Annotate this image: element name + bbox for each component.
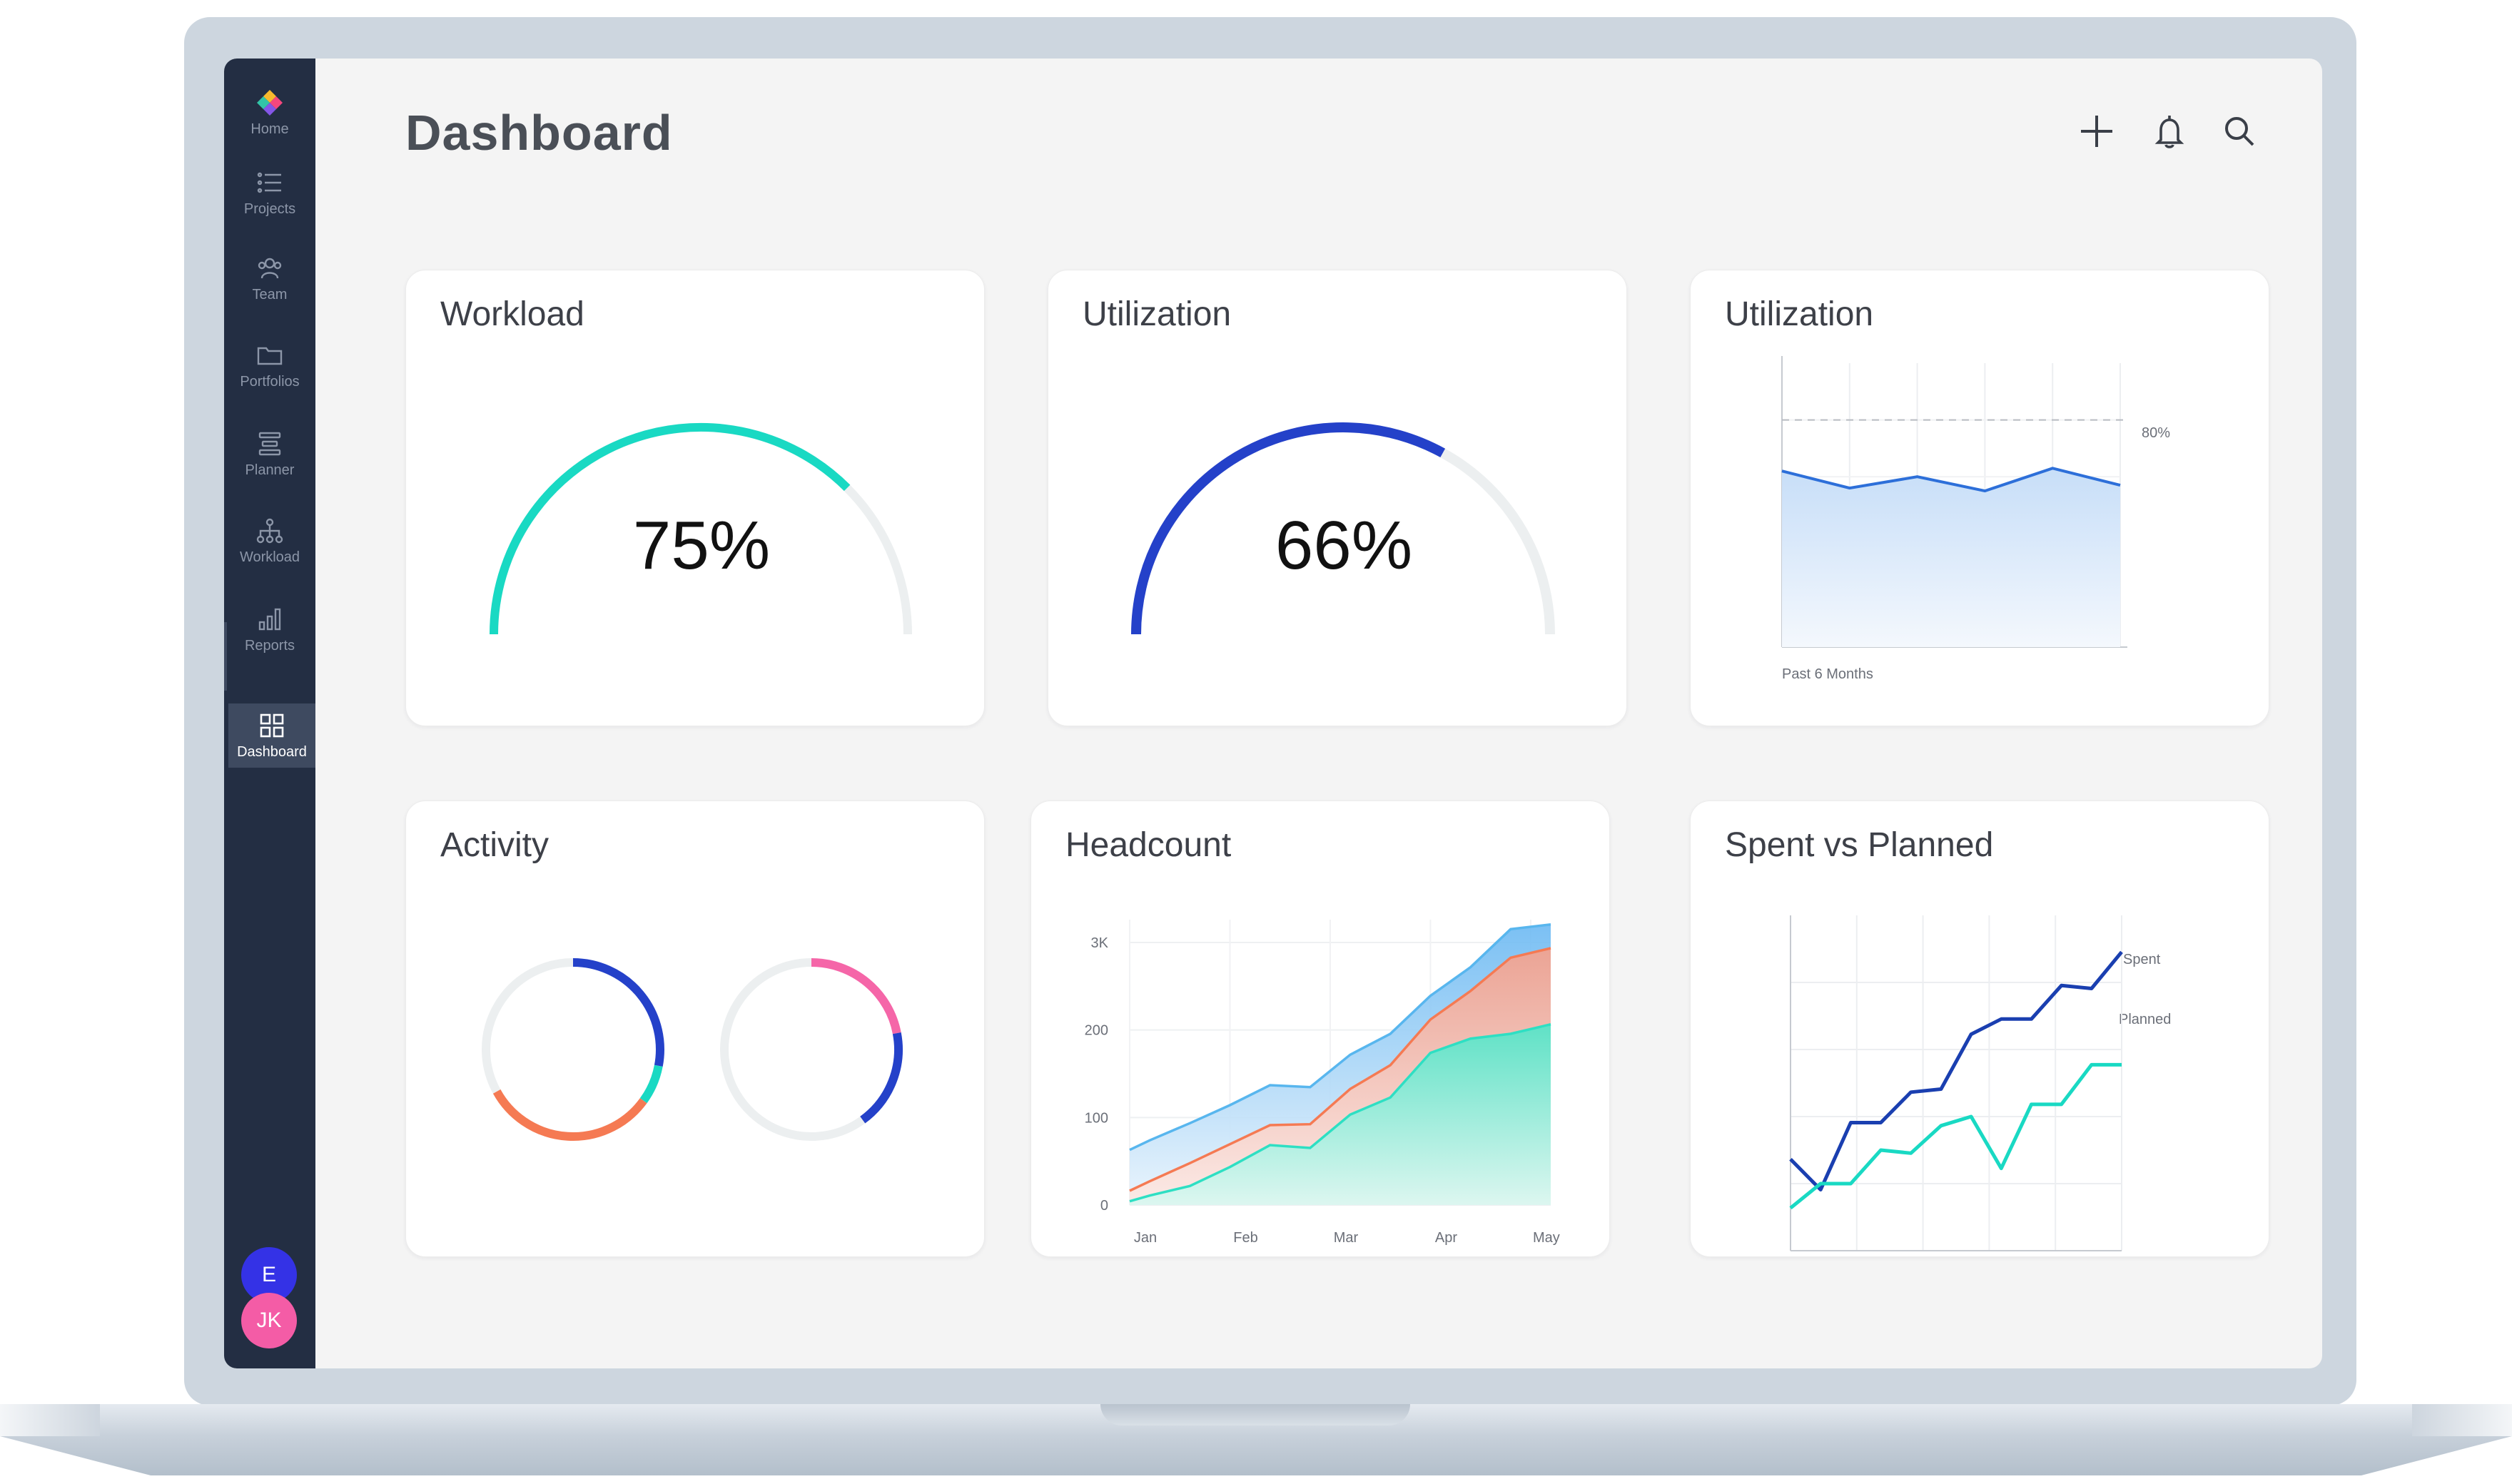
search-button[interactable] (2218, 110, 2261, 153)
trend-line (1781, 467, 2121, 493)
sidebar-item-dashboard[interactable]: Dashboard (228, 703, 315, 768)
sidebar-item-label: Dashboard (237, 743, 307, 760)
sidebar-item-label: Planner (245, 462, 295, 478)
add-button[interactable] (2075, 110, 2118, 153)
utilization-trend-chart: 80% Past 6 Months (1781, 356, 2170, 682)
gauge-value-label: 75% (633, 507, 770, 584)
x-tick-label: May (1533, 1230, 1560, 1246)
headcount-card[interactable]: Headcount 0 100 200 3K Jan Feb Mar Apr May (1030, 801, 1610, 1257)
avatar-initials: JK (256, 1308, 282, 1332)
card-title: Spent vs Planned (1725, 826, 1994, 864)
activity-card[interactable]: Activity (405, 801, 985, 1257)
sidebar-item-planner[interactable]: Planner (224, 420, 315, 488)
line-series-spent (1789, 950, 2123, 1191)
search-icon (2225, 117, 2254, 146)
nav-active-marker (224, 622, 227, 691)
spent-vs-planned-chart: Spent Planned (1789, 915, 2171, 1251)
x-tick-label: Jan (1134, 1230, 1157, 1246)
donut-segment (572, 958, 664, 1067)
headcount-chart: 0 100 200 3K Jan Feb Mar Apr May (1085, 920, 1560, 1246)
utilization-gauge: 66% (1131, 422, 1555, 635)
sidebar-item-workload[interactable]: Workload (224, 507, 315, 575)
x-tick-label: Feb (1233, 1230, 1257, 1246)
sidebar-item-label: Team (252, 286, 288, 303)
card-title: Workload (440, 295, 584, 333)
sidebar-item-team[interactable]: Team (224, 244, 315, 312)
sidebar-item-reports[interactable]: Reports (224, 595, 315, 664)
notifications-button[interactable] (2148, 110, 2191, 153)
trend-area (1782, 468, 2120, 647)
page-title: Dashboard (405, 105, 673, 161)
app-window: Home Projects Team Portfolios (224, 59, 2322, 1368)
sidebar-item-label: Workload (239, 549, 300, 565)
card-title: Headcount (1065, 826, 1232, 864)
sidebar-item-projects[interactable]: Projects (224, 158, 315, 227)
card-title: Utilization (1083, 295, 1232, 333)
sidebar-item-label: Projects (243, 200, 296, 217)
sidebar: Home Projects Team Portfolios (224, 59, 315, 1368)
folder-icon (257, 347, 283, 365)
planner-icon (258, 432, 281, 455)
sidebar-item-label: Home (250, 121, 289, 137)
y-tick-label: 0 (1100, 1198, 1108, 1214)
area-series-line (1129, 947, 1551, 1192)
donut-segment (482, 958, 574, 1094)
gauge-value-arc (1131, 422, 1446, 635)
axis-caption: Past 6 Months (1782, 666, 1873, 682)
area-series-line (1129, 1022, 1551, 1203)
grid-icon (260, 713, 284, 737)
workload-gauge: 75% (490, 422, 912, 635)
x-tick-label: Mar (1334, 1230, 1359, 1246)
logo-icon (257, 89, 283, 116)
legend-planned: Planned (2119, 1012, 2171, 1027)
hierarchy-icon (256, 518, 283, 543)
card-title: Activity (440, 826, 550, 864)
threshold-label: 80% (2142, 425, 2170, 441)
activity-donuts (482, 958, 903, 1141)
y-tick-label: 3K (1091, 935, 1109, 951)
list-icon (257, 172, 281, 193)
line-series-planned (1789, 1062, 2122, 1210)
donut-segment (811, 958, 901, 1035)
y-tick-label: 100 (1085, 1110, 1108, 1126)
donut-segment (492, 1089, 647, 1141)
spent-vs-planned-card[interactable]: Spent vs Planned Spent Planned (1690, 801, 2269, 1257)
card-title: Utilization (1725, 295, 1874, 333)
team-icon (258, 258, 282, 278)
donut-segment (639, 1064, 663, 1104)
y-tick-label: 200 (1085, 1023, 1108, 1039)
area-series (1130, 1024, 1551, 1205)
workload-card[interactable]: Workload 75% (405, 270, 985, 726)
area-series-line (1129, 923, 1551, 1152)
gauge-value-arc (490, 422, 851, 635)
avatar-initials: E (261, 1263, 276, 1286)
donut-segment (860, 1032, 903, 1124)
bar-chart-icon (258, 608, 281, 630)
sidebar-item-label: Portfolios (240, 373, 300, 390)
plus-icon (2081, 116, 2112, 147)
sidebar-item-home[interactable]: Home (224, 78, 315, 147)
x-tick-label: Apr (1435, 1230, 1457, 1246)
laptop-notch (1100, 1404, 1410, 1425)
sidebar-item-label: Reports (244, 637, 295, 654)
legend-spent: Spent (2123, 952, 2161, 967)
sidebar-item-portfolios[interactable]: Portfolios (224, 331, 315, 400)
utilization-trend-card[interactable]: Utilization 80% Past 6 Months (1690, 270, 2269, 726)
avatar[interactable]: JK (241, 1293, 297, 1348)
gauge-value-label: 66% (1275, 507, 1412, 584)
donut-segment (720, 958, 866, 1141)
bell-icon (2154, 116, 2184, 148)
utilization-card[interactable]: Utilization 66% (1048, 270, 1627, 726)
